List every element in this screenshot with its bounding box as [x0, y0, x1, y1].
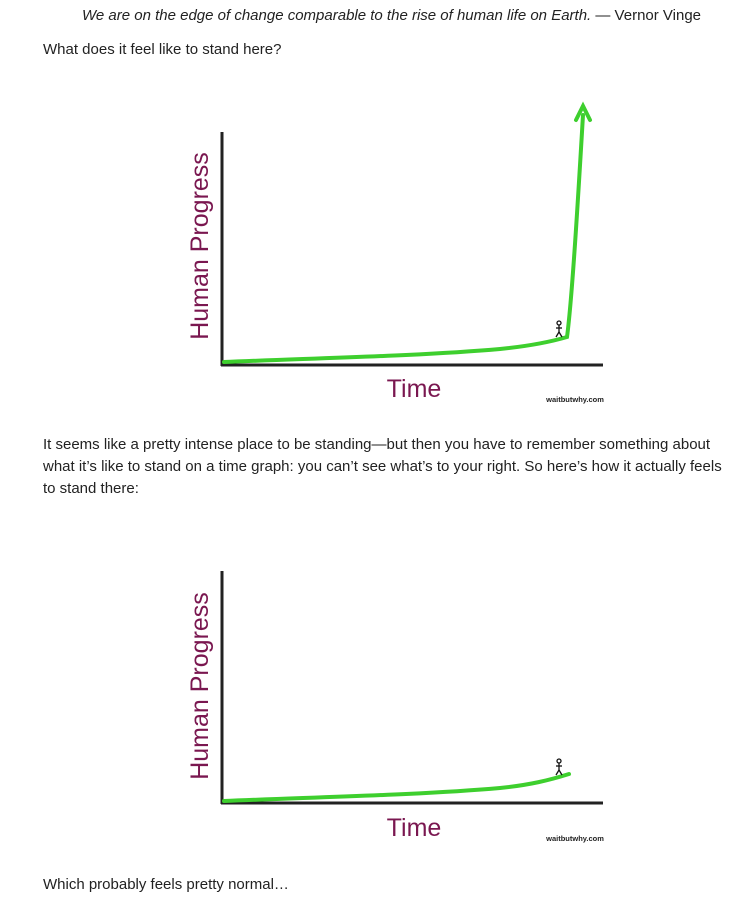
paragraph: It seems like a pretty intense place to … — [43, 436, 722, 497]
quote-text: We are on the edge of change comparable … — [82, 7, 592, 24]
stick-figure — [555, 320, 563, 338]
curve — [222, 113, 585, 364]
stick-figure — [555, 758, 563, 776]
credit: waitbutwhy.com — [545, 395, 604, 404]
quote: We are on the edge of change comparable … — [82, 5, 701, 27]
arrow — [574, 101, 592, 122]
y-label: Human Progress — [186, 152, 214, 340]
paragraph: Which probably feels pretty normal… — [43, 876, 289, 893]
x-label: Time — [387, 814, 442, 842]
x-label: Time — [387, 375, 442, 403]
figure: Human Progress Time waitbutwhy.com — [186, 101, 604, 404]
quote-attribution: — Vernor Vinge — [595, 7, 702, 24]
figure: Human Progress Time waitbutwhy.com — [186, 571, 604, 843]
credit: waitbutwhy.com — [545, 834, 604, 843]
y-label: Human Progress — [186, 592, 214, 780]
curve — [222, 772, 571, 803]
paragraph: What does it feel like to stand here? — [43, 41, 282, 58]
